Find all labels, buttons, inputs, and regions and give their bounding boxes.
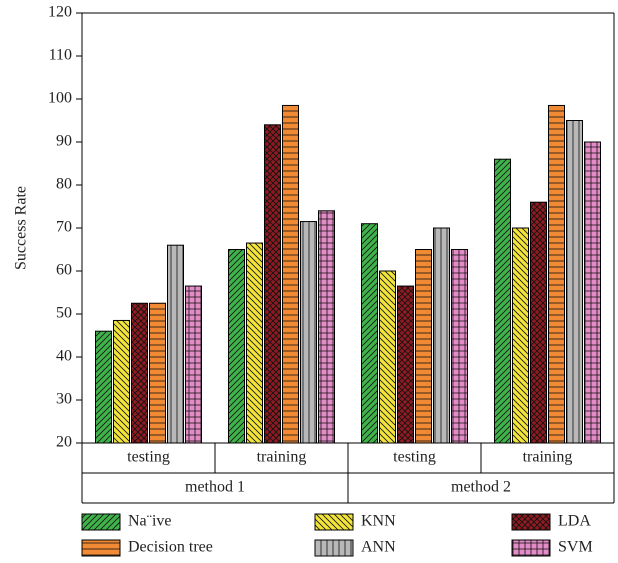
y-axis-label: Success Rate — [13, 186, 30, 270]
bar — [512, 227, 529, 444]
bar — [228, 249, 245, 444]
bar — [246, 242, 263, 444]
legend-label: Na¨ive — [128, 513, 172, 530]
bar — [548, 104, 565, 444]
bar — [433, 227, 450, 444]
legend-label: LDA — [558, 513, 591, 530]
bar — [185, 285, 202, 444]
legend-label: KNN — [361, 513, 396, 530]
group-label: method 2 — [451, 479, 511, 496]
y-tick-label: 100 — [48, 90, 72, 107]
y-tick-label: 60 — [56, 262, 72, 279]
legend-swatch — [314, 513, 354, 531]
group-label: method 1 — [185, 479, 245, 496]
y-tick-label: 20 — [56, 434, 72, 451]
bar — [361, 223, 378, 444]
x-tick-label: training — [523, 449, 573, 466]
y-tick-label: 80 — [56, 176, 72, 193]
bar — [95, 330, 112, 444]
y-tick-label: 30 — [56, 391, 72, 408]
y-tick-label: 110 — [49, 47, 72, 64]
bar — [494, 158, 511, 444]
legend-label: SVM — [558, 539, 593, 556]
bar — [318, 210, 335, 444]
legend-label: ANN — [361, 539, 396, 556]
y-tick-label: 50 — [56, 305, 72, 322]
legend-swatch — [81, 539, 121, 557]
y-tick-label: 70 — [56, 219, 72, 236]
legend-label: Decision tree — [128, 539, 213, 556]
x-tick-label: training — [257, 449, 307, 466]
bar — [584, 141, 601, 444]
legend-swatch — [511, 539, 551, 557]
bar — [397, 285, 414, 444]
x-tick-label: testing — [393, 449, 436, 466]
bar — [131, 302, 148, 444]
y-tick-label: 40 — [56, 348, 72, 365]
y-tick-label: 120 — [48, 4, 72, 21]
bar — [300, 221, 317, 444]
bar — [530, 201, 547, 444]
bar — [264, 124, 281, 444]
bar — [566, 120, 583, 444]
y-tick-label: 90 — [56, 133, 72, 150]
bar — [379, 270, 396, 444]
bar — [451, 249, 468, 444]
bar — [415, 249, 432, 444]
x-tick-label: testing — [127, 449, 170, 466]
bar — [149, 302, 166, 444]
bar — [282, 104, 299, 444]
legend-swatch — [314, 539, 354, 557]
legend-swatch — [511, 513, 551, 531]
legend-swatch — [81, 513, 121, 531]
bar — [113, 319, 130, 444]
bar — [167, 244, 184, 444]
